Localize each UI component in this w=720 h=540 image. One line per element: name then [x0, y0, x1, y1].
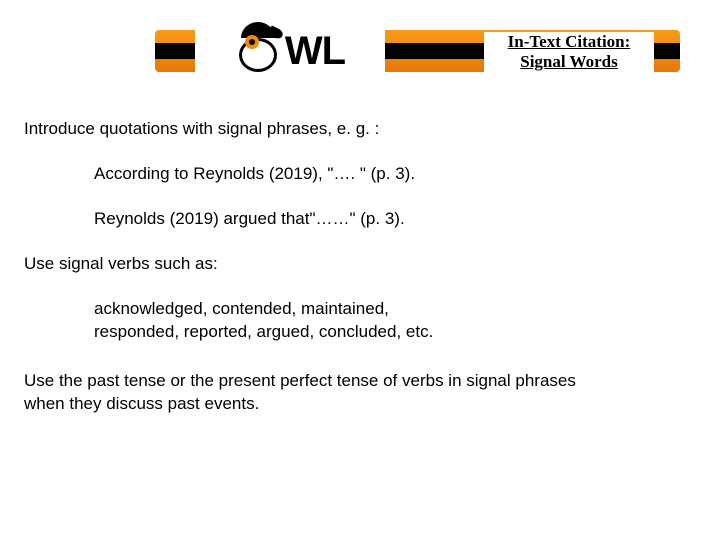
verbs-intro: Use signal verbs such as: — [24, 253, 696, 276]
owl-logo: WL — [195, 20, 385, 82]
slide-title: In-Text Citation: Signal Words — [484, 32, 654, 72]
verbs-line-1: acknowledged, contended, maintained, — [94, 299, 389, 318]
example-1: According to Reynolds (2019), "…. " (p. … — [94, 163, 696, 186]
logo-text: WL — [285, 29, 345, 74]
title-line-2: Signal Words — [520, 52, 617, 71]
intro-text: Introduce quotations with signal phrases… — [24, 118, 696, 141]
tense-line-2: when they discuss past events. — [24, 394, 259, 413]
verbs-list: acknowledged, contended, maintained, res… — [94, 298, 696, 344]
owl-eye-icon — [235, 28, 281, 74]
title-line-1: In-Text Citation: — [508, 32, 631, 51]
header-banner: WL In-Text Citation: Signal Words — [155, 20, 680, 82]
example-2: Reynolds (2019) argued that"……" (p. 3). — [94, 208, 696, 231]
verbs-line-2: responded, reported, argued, concluded, … — [94, 322, 433, 341]
slide-content: Introduce quotations with signal phrases… — [24, 118, 696, 438]
tense-note: Use the past tense or the present perfec… — [24, 370, 696, 416]
tense-line-1: Use the past tense or the present perfec… — [24, 371, 576, 390]
